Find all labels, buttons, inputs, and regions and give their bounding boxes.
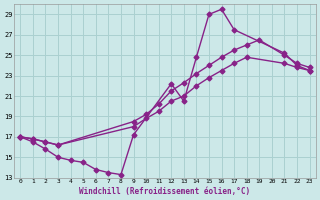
X-axis label: Windchill (Refroidissement éolien,°C): Windchill (Refroidissement éolien,°C) [79,187,251,196]
